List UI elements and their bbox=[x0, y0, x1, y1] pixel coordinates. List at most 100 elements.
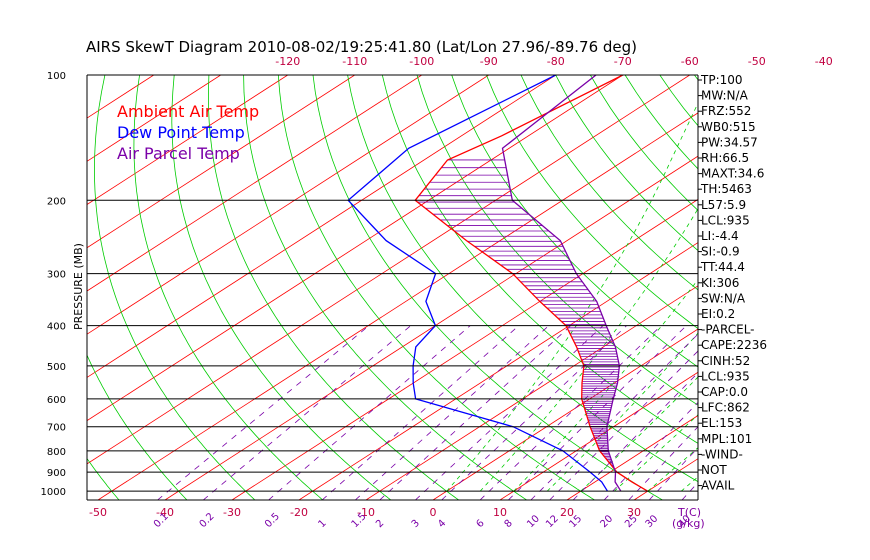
mixing-ratio-line bbox=[603, 401, 698, 500]
dry-adiabat-line bbox=[799, 75, 870, 500]
isotherm-line bbox=[231, 198, 698, 500]
mixing-ratio-tick: 2 bbox=[374, 518, 386, 530]
top-temp-tick: -60 bbox=[681, 55, 699, 68]
dry-adiabat-line bbox=[133, 75, 324, 500]
isotherm-line bbox=[87, 75, 355, 249]
dry-adiabat-line bbox=[486, 75, 698, 330]
bottom-temp-tick: 10 bbox=[493, 506, 507, 519]
pressure-tick-label: 100 bbox=[47, 71, 66, 82]
top-temp-tick: -90 bbox=[480, 55, 498, 68]
dry-adiabat-line bbox=[416, 75, 698, 406]
legend-entry: Ambient Air Temp bbox=[117, 102, 259, 121]
mixing-ratio-tick: 0.5 bbox=[263, 511, 282, 530]
index-label: AVAIL bbox=[701, 479, 735, 493]
dry-adiabat-line bbox=[347, 75, 698, 483]
plot-grid bbox=[0, 75, 870, 500]
isotherm-line bbox=[87, 75, 288, 205]
isotherm-line bbox=[164, 155, 698, 500]
mixing-ratio-tick: 30 bbox=[644, 513, 661, 530]
index-label: EI:0.2 bbox=[701, 307, 735, 321]
pressure-tick-label: 900 bbox=[47, 468, 66, 479]
isotherm-line bbox=[768, 75, 870, 500]
mixing-ratio-tick: 10 bbox=[525, 513, 542, 530]
index-label: CAPE:2236 bbox=[701, 338, 767, 352]
isotherm-line bbox=[87, 75, 556, 378]
top-temp-tick: -70 bbox=[614, 55, 632, 68]
mixing-ratio-line bbox=[648, 447, 698, 500]
top-temp-tick: -120 bbox=[275, 55, 300, 68]
dew-point-line bbox=[347, 75, 609, 492]
mixing-ratio-tick: 3 bbox=[410, 518, 422, 530]
mixing-ratio-line bbox=[355, 325, 550, 500]
bottom-temp-tick: 20 bbox=[560, 506, 574, 519]
dry-adiabat-line bbox=[764, 75, 870, 500]
index-label: CINH:52 bbox=[701, 354, 750, 368]
dry-adiabat-line bbox=[555, 75, 698, 252]
top-temp-tick: -40 bbox=[815, 55, 833, 68]
ambient-temp-line bbox=[414, 75, 649, 492]
mixing-ratio-tick: 1 bbox=[316, 518, 328, 530]
pressure-tick-labels: 100 200 300 400 500 600 700 800 900 1000 bbox=[41, 71, 66, 498]
isotherm-line bbox=[566, 415, 698, 500]
bottom-temp-tick: 30 bbox=[627, 506, 641, 519]
top-temp-tick: -110 bbox=[342, 55, 367, 68]
mixing-ratio-tick: 6 bbox=[474, 518, 486, 530]
pressure-tick-label: 700 bbox=[47, 423, 66, 434]
mixing-ratio-tick: 0.2 bbox=[198, 511, 217, 530]
moist-adiabat-line bbox=[613, 414, 698, 492]
bottom-temp-tick: -50 bbox=[89, 506, 107, 519]
mixing-ratio-line bbox=[549, 350, 698, 500]
mixing-ratio-line bbox=[321, 325, 520, 500]
bottom-temp-tick: -20 bbox=[290, 506, 308, 519]
index-label: EL:153 bbox=[701, 416, 742, 430]
dry-adiabat-line bbox=[520, 75, 698, 291]
mixing-ratio-line bbox=[508, 325, 687, 500]
mixing-ratio-tick: 12 bbox=[544, 513, 561, 530]
index-label: LFC:862 bbox=[701, 401, 750, 415]
top-temp-tick: -100 bbox=[409, 55, 434, 68]
dry-adiabat-line bbox=[381, 75, 698, 444]
index-label: LCL:935 bbox=[701, 213, 750, 227]
index-label: LCL:935 bbox=[701, 369, 750, 383]
index-label: WB0:515 bbox=[701, 120, 756, 134]
mixing-ratio-tick: 4 bbox=[436, 518, 448, 530]
mixing-ratio-line bbox=[479, 325, 662, 500]
dry-adiabat-line bbox=[243, 75, 527, 500]
moist-adiabat-line bbox=[446, 102, 698, 492]
dry-adiabat-line bbox=[659, 75, 698, 127]
index-label: TT:44.4 bbox=[700, 260, 745, 274]
isotherm-line bbox=[87, 75, 623, 422]
mixing-ratio-tick: 8 bbox=[503, 518, 515, 530]
cape-hatching bbox=[417, 159, 620, 468]
mixing-ratio-line bbox=[202, 325, 412, 500]
index-label: TP:100 bbox=[700, 73, 743, 87]
dry-adiabat-line bbox=[833, 75, 870, 500]
mixing-ratio-line bbox=[628, 426, 698, 500]
isotherm-line bbox=[0, 75, 20, 500]
mixing-ratio-line bbox=[157, 325, 370, 500]
index-label: LI:-4.4 bbox=[701, 229, 739, 243]
bottom-temp-tick: -30 bbox=[223, 506, 241, 519]
chart-title: AIRS SkewT Diagram 2010-08-02/19:25:41.8… bbox=[86, 38, 637, 56]
sounding-profiles bbox=[347, 75, 649, 492]
index-label: MPL:101 bbox=[701, 432, 752, 446]
isotherm-line bbox=[365, 285, 698, 500]
index-label: FRZ:552 bbox=[701, 104, 751, 118]
dry-adiabat-line bbox=[312, 75, 663, 500]
index-label: NOT bbox=[701, 463, 727, 477]
moist-adiabat-line bbox=[513, 278, 698, 492]
mixing-ratio-unit: (g/kg) bbox=[672, 517, 705, 530]
index-label: SI:-0.9 bbox=[701, 245, 740, 259]
bottom-temp-unit: T(C) bbox=[677, 506, 701, 519]
mixing-ratio-line bbox=[572, 372, 698, 500]
dry-adiabat-line bbox=[87, 354, 188, 500]
isotherm-line bbox=[87, 75, 221, 162]
pressure-tick-label: 300 bbox=[47, 270, 66, 281]
bottom-temp-tick: -40 bbox=[156, 506, 174, 519]
pressure-tick-label: 400 bbox=[47, 322, 66, 333]
pressure-tick-label: 200 bbox=[47, 196, 66, 207]
parcel-temp-line bbox=[501, 75, 622, 492]
index-label: MW:N/A bbox=[701, 89, 749, 103]
